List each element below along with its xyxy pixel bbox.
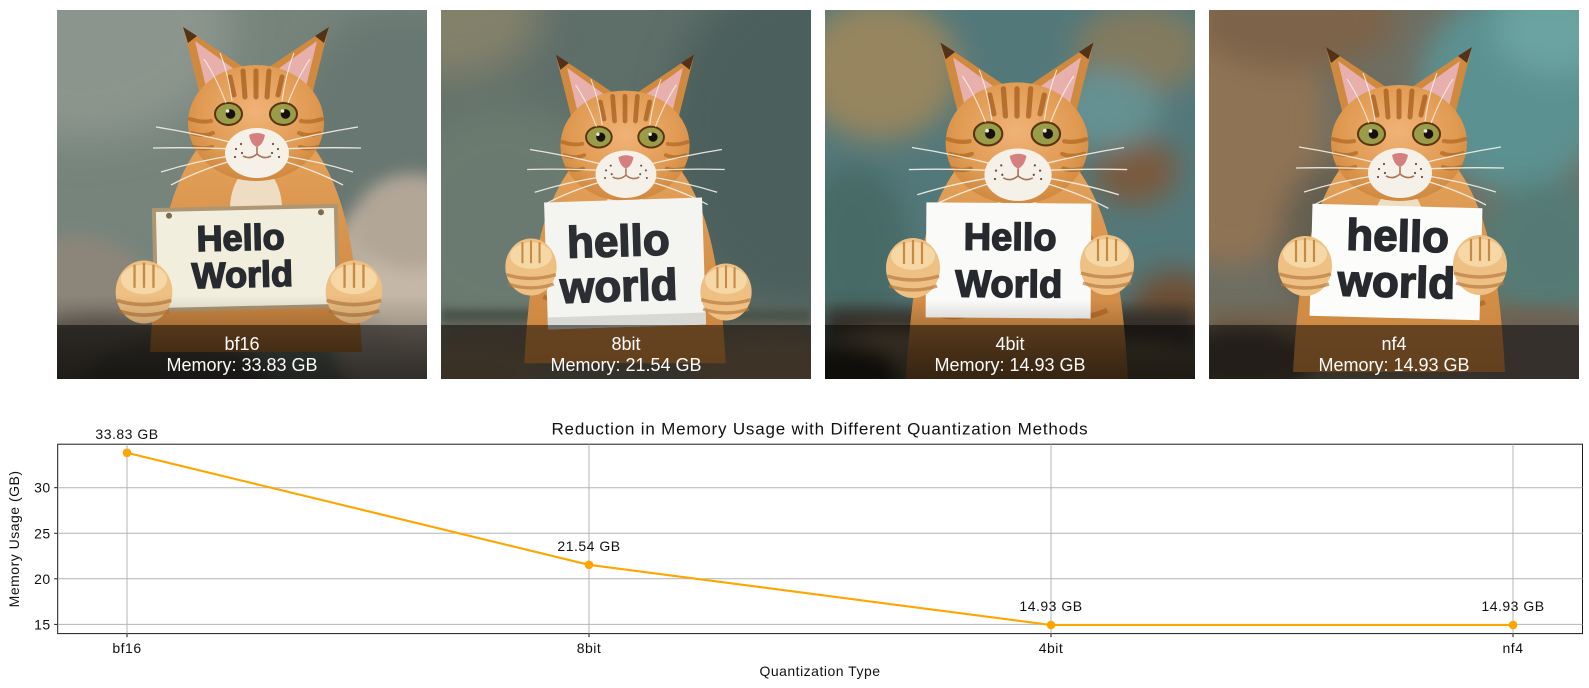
svg-text:bf16: bf16 — [224, 334, 259, 354]
svg-text:33.83 GB: 33.83 GB — [95, 426, 158, 442]
svg-text:15: 15 — [34, 616, 51, 632]
svg-text:21.54 GB: 21.54 GB — [557, 538, 620, 554]
svg-text:4bit: 4bit — [1039, 640, 1064, 656]
svg-text:Reduction in Memory Usage with: Reduction in Memory Usage with Different… — [551, 419, 1088, 438]
svg-text:Memory: 21.54 GB: Memory: 21.54 GB — [550, 355, 701, 375]
svg-text:World: World — [955, 264, 1062, 307]
svg-text:25: 25 — [34, 525, 51, 541]
svg-text:hello: hello — [566, 216, 670, 268]
svg-text:world: world — [558, 260, 678, 313]
svg-text:8bit: 8bit — [611, 334, 640, 354]
svg-text:Memory: 33.83 GB: Memory: 33.83 GB — [166, 355, 317, 375]
svg-text:nf4: nf4 — [1503, 640, 1524, 656]
svg-text:hello: hello — [1346, 211, 1450, 263]
svg-text:Memory Usage (GB): Memory Usage (GB) — [6, 470, 22, 607]
svg-text:Hello: Hello — [196, 216, 285, 259]
svg-text:30: 30 — [34, 480, 51, 496]
svg-text:Memory: 14.93 GB: Memory: 14.93 GB — [1318, 355, 1469, 375]
svg-text:World: World — [191, 253, 293, 296]
svg-text:Hello: Hello — [964, 217, 1057, 260]
svg-text:8bit: 8bit — [577, 640, 602, 656]
svg-text:14.93 GB: 14.93 GB — [1481, 598, 1544, 614]
svg-text:Quantization Type: Quantization Type — [759, 663, 880, 679]
svg-text:4bit: 4bit — [995, 334, 1024, 354]
svg-text:20: 20 — [34, 571, 51, 587]
svg-text:bf16: bf16 — [112, 640, 141, 656]
svg-text:nf4: nf4 — [1381, 334, 1406, 354]
svg-text:Memory: 14.93 GB: Memory: 14.93 GB — [934, 355, 1085, 375]
svg-text:14.93 GB: 14.93 GB — [1019, 598, 1082, 614]
svg-text:world: world — [1336, 256, 1456, 308]
